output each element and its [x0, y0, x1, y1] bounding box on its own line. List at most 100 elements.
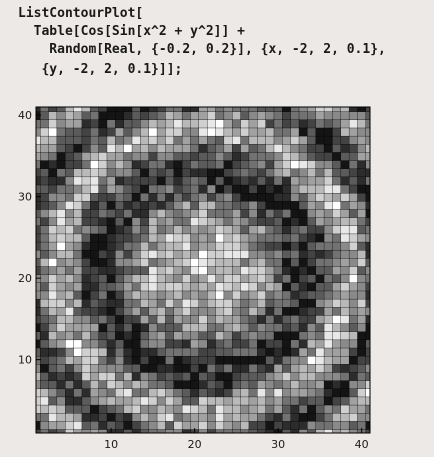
contour-cell	[198, 127, 208, 137]
contour-cell	[223, 412, 233, 422]
contour-cell	[115, 396, 125, 406]
contour-cell	[156, 127, 167, 137]
contour-cell	[273, 330, 284, 341]
contour-cell	[257, 282, 267, 292]
contour-cell	[315, 306, 325, 316]
contour-cell	[131, 119, 142, 129]
code-line-2: Table[Cos[Sin[x^2 + y^2]] +	[18, 24, 245, 39]
contour-cell	[282, 265, 292, 275]
contour-cell	[223, 379, 233, 389]
contour-cell	[348, 420, 359, 430]
contour-cell	[215, 290, 225, 300]
contour-cell	[232, 241, 242, 251]
contour-cell	[165, 290, 175, 300]
contour-cell	[315, 282, 325, 292]
contour-cell	[257, 371, 267, 381]
contour-cell	[232, 339, 242, 349]
contour-cell	[265, 339, 275, 349]
contour-cell	[90, 110, 100, 120]
contour-cell	[340, 119, 350, 129]
contour-cell	[65, 273, 75, 283]
contour-cell	[48, 241, 58, 251]
contour-cell	[156, 371, 167, 381]
contour-cell	[273, 396, 284, 406]
contour-cell	[323, 184, 334, 194]
contour-cell	[290, 363, 300, 373]
contour-cell	[181, 363, 192, 373]
contour-cell	[257, 241, 267, 251]
contour-cell	[148, 420, 158, 430]
contour-cell	[39, 412, 50, 422]
contour-cell	[223, 371, 233, 381]
contour-cell	[315, 404, 325, 414]
contour-cell	[348, 355, 359, 365]
contour-cell	[106, 135, 117, 145]
contour-cell	[198, 363, 208, 373]
contour-cell	[315, 355, 325, 365]
contour-cell	[106, 176, 117, 186]
contour-cell	[240, 306, 250, 316]
contour-cell	[307, 110, 317, 120]
contour-cell	[348, 135, 359, 145]
contour-cell	[307, 420, 317, 430]
contour-cell	[298, 184, 309, 194]
contour-cell	[156, 208, 167, 218]
contour-cell	[173, 355, 183, 365]
contour-cell	[323, 176, 334, 186]
contour-cell	[273, 241, 284, 251]
contour-cell	[232, 363, 242, 373]
contour-cell	[232, 257, 242, 267]
contour-cell	[56, 371, 66, 381]
contour-cell	[190, 184, 200, 194]
contour-cell	[340, 355, 350, 365]
contour-cell	[207, 200, 217, 210]
contour-cell	[198, 200, 208, 210]
contour-cell	[265, 379, 275, 389]
contour-cell	[273, 257, 284, 267]
contour-cell	[115, 167, 125, 178]
contour-cell	[123, 135, 133, 145]
contour-cell	[207, 233, 217, 243]
contour-cell	[140, 184, 150, 194]
contour-cell	[81, 379, 92, 389]
contour-cell	[65, 119, 75, 129]
contour-cell	[198, 225, 208, 235]
contour-cell	[282, 363, 292, 373]
contour-cell	[173, 249, 183, 259]
contour-cell	[106, 314, 117, 324]
contour-cell	[190, 306, 200, 316]
contour-cell	[323, 200, 334, 210]
contour-cell	[365, 159, 370, 169]
contour-cell	[90, 404, 100, 414]
plot-frame	[35, 106, 371, 434]
contour-cell	[165, 298, 175, 308]
contour-cell	[348, 330, 359, 341]
contour-cell	[181, 306, 192, 316]
contour-cell	[165, 249, 175, 259]
contour-cell	[198, 159, 208, 169]
contour-cell	[248, 363, 259, 373]
y-tick-label: 20	[18, 272, 32, 285]
contour-cell	[223, 176, 233, 186]
contour-cell	[298, 322, 309, 332]
contour-cell	[323, 151, 334, 161]
contour-cell	[90, 176, 100, 186]
contour-cell	[115, 176, 125, 186]
contour-cell	[106, 290, 117, 300]
contour-cell	[123, 143, 133, 153]
contour-cell	[106, 159, 117, 169]
contour-cell	[332, 339, 342, 349]
contour-cell	[165, 273, 175, 283]
contour-cell	[140, 192, 150, 202]
contour-cell	[248, 387, 259, 398]
contour-cell	[315, 330, 325, 341]
input-cell[interactable]: ListContourPlot[ Table[Cos[Sin[x^2 + y^2…	[0, 0, 434, 100]
contour-cell	[348, 176, 359, 186]
contour-cell	[307, 387, 317, 398]
contour-cell	[131, 298, 142, 308]
contour-cell	[90, 273, 100, 283]
contour-cell	[106, 371, 117, 381]
contour-cell	[315, 167, 325, 178]
contour-cell	[307, 225, 317, 235]
contour-cell	[365, 420, 370, 430]
